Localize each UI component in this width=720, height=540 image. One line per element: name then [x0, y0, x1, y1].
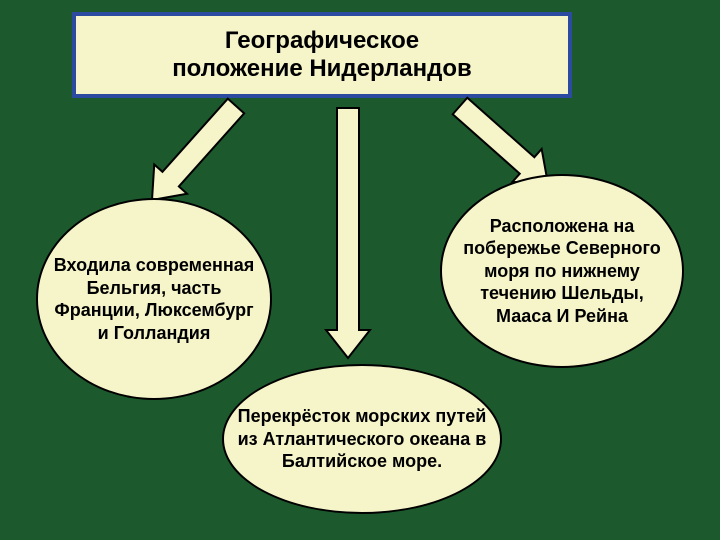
bubble-right-text: Расположена на побережье Северного моря …	[442, 215, 682, 328]
diagram-canvas: Географическое положение Нидерландов Вхо…	[0, 0, 720, 540]
bubble-left: Входила современная Бельгия, часть Франц…	[36, 198, 272, 400]
bubble-left-text: Входила современная Бельгия, часть Франц…	[38, 254, 270, 344]
bubble-center: Перекрёсток морских путей из Атлантическ…	[222, 364, 502, 514]
bubble-center-text: Перекрёсток морских путей из Атлантическ…	[224, 405, 500, 473]
bubble-right: Расположена на побережье Северного моря …	[440, 174, 684, 368]
